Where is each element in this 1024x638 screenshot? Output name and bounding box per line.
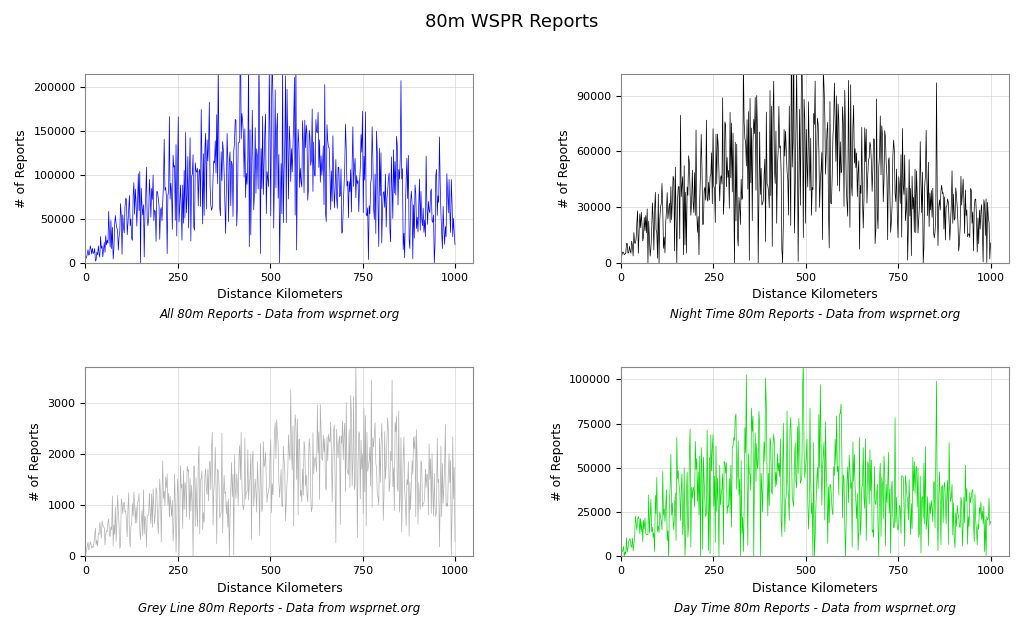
Y-axis label: # of Reports: # of Reports (29, 422, 42, 501)
Text: Grey Line 80m Reports - Data from wsprnet.org: Grey Line 80m Reports - Data from wsprne… (138, 602, 421, 615)
Text: Day Time 80m Reports - Data from wsprnet.org: Day Time 80m Reports - Data from wsprnet… (674, 602, 956, 615)
Y-axis label: # of Reports: # of Reports (551, 422, 563, 501)
Text: All 80m Reports - Data from wsprnet.org: All 80m Reports - Data from wsprnet.org (160, 308, 399, 322)
Text: 80m WSPR Reports: 80m WSPR Reports (425, 13, 599, 31)
X-axis label: Distance Kilometers: Distance Kilometers (216, 582, 342, 595)
Y-axis label: # of Reports: # of Reports (15, 129, 28, 207)
X-axis label: Distance Kilometers: Distance Kilometers (216, 288, 342, 301)
X-axis label: Distance Kilometers: Distance Kilometers (752, 288, 878, 301)
X-axis label: Distance Kilometers: Distance Kilometers (752, 582, 878, 595)
Y-axis label: # of Reports: # of Reports (557, 129, 570, 207)
Text: Night Time 80m Reports - Data from wsprnet.org: Night Time 80m Reports - Data from wsprn… (670, 308, 961, 322)
